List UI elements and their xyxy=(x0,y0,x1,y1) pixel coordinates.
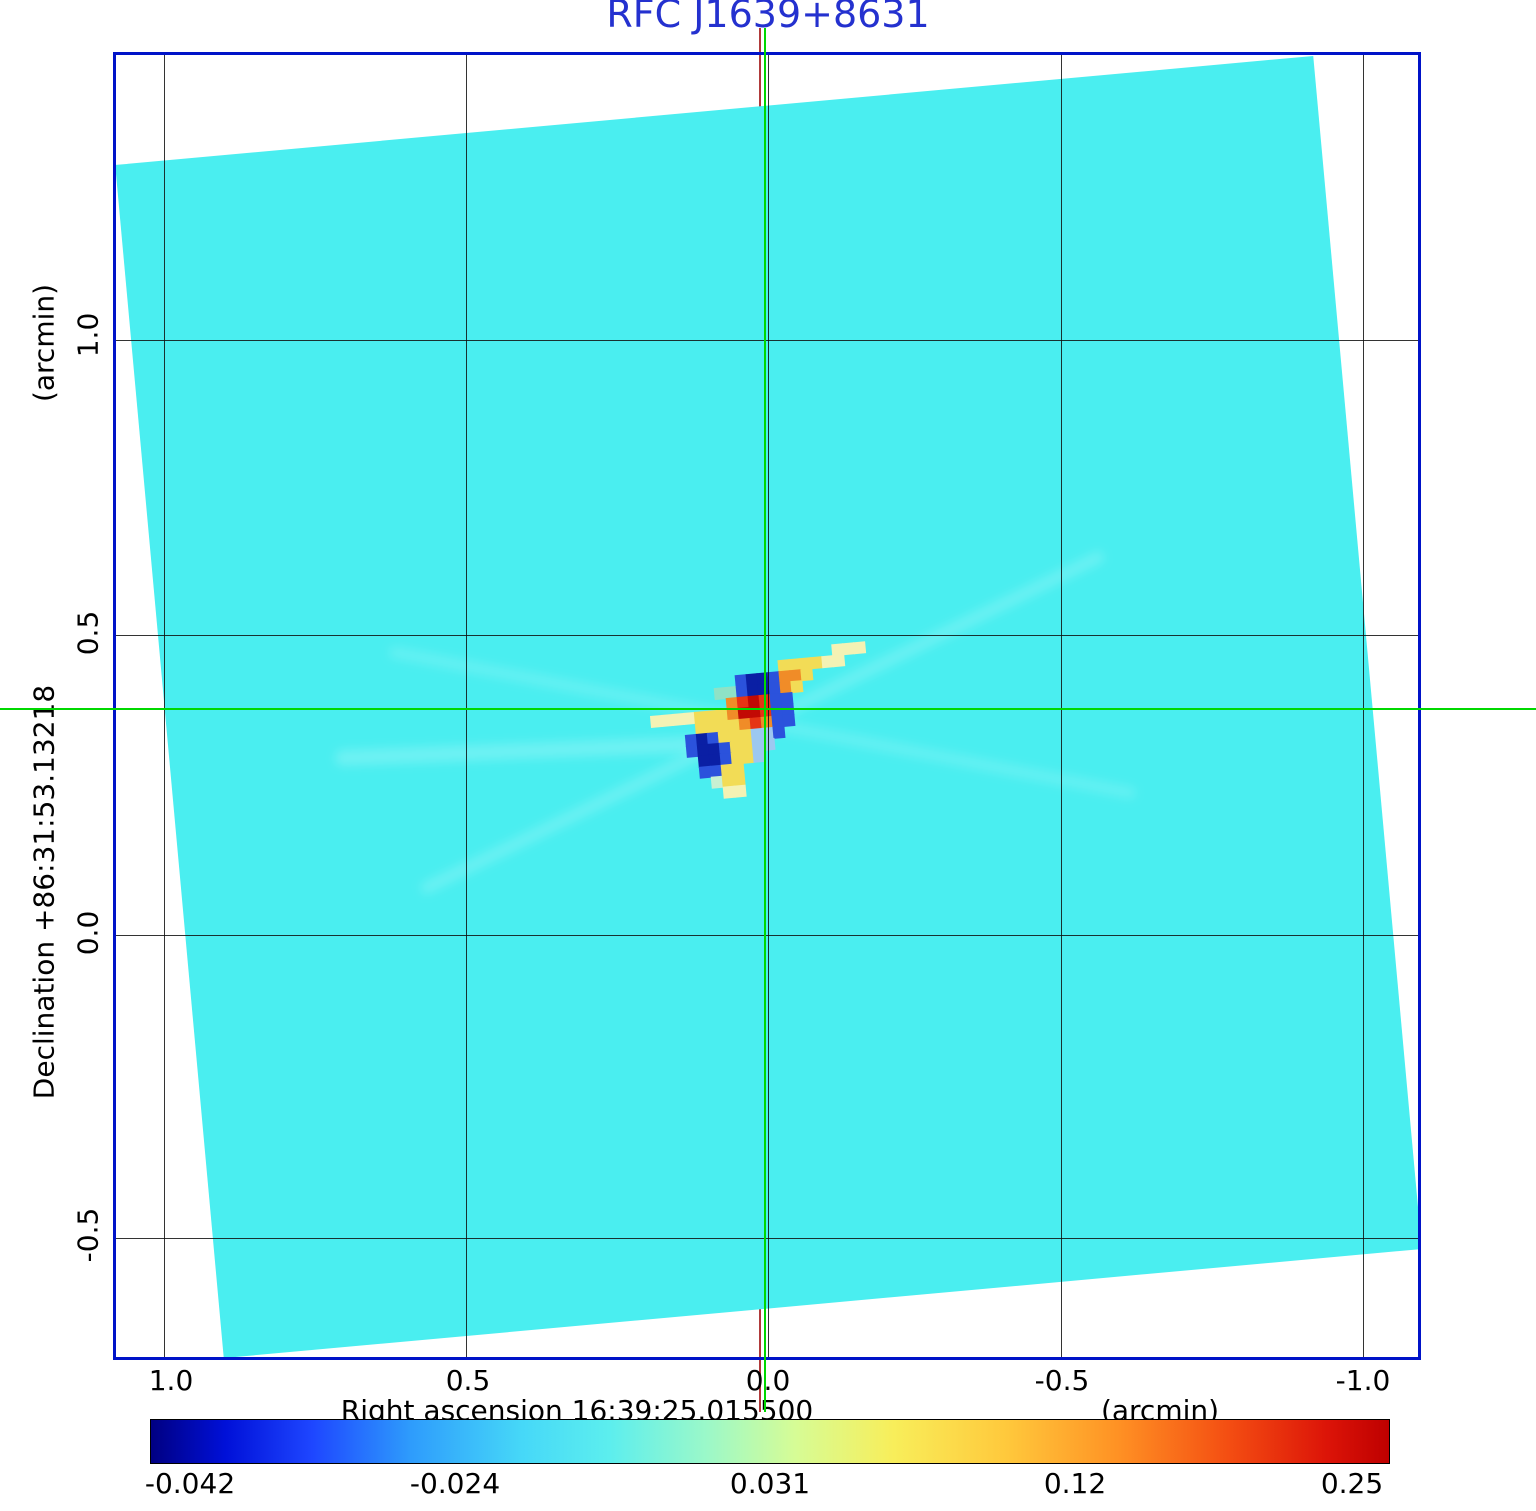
plot-title: RFC J1639+8631 xyxy=(606,0,930,36)
x-tick-label: 1.0 xyxy=(148,1364,194,1397)
y-axis-unit-label: (arcmin) xyxy=(27,283,61,403)
grid-line-horizontal xyxy=(116,935,1418,936)
grid-line-vertical xyxy=(768,55,769,1357)
colorbar-gradient xyxy=(151,1420,1389,1463)
grid-line-vertical xyxy=(466,55,467,1357)
grid-line-horizontal xyxy=(116,1238,1418,1239)
x-tick-label: 0.5 xyxy=(445,1364,491,1397)
colorbar-tick-label: -0.042 xyxy=(144,1467,236,1500)
colorbar-tick-label: 0.031 xyxy=(729,1467,811,1500)
colorbar xyxy=(150,1419,1390,1464)
x-tick-label: -0.5 xyxy=(1034,1364,1090,1397)
colorbar-tick-label: -0.024 xyxy=(409,1467,501,1500)
crosshair-horizontal xyxy=(0,708,1536,710)
grid-line-vertical xyxy=(1363,55,1364,1357)
y-axis-label: Declination +86:31:53.13218 xyxy=(27,684,61,1100)
source-pixels xyxy=(633,629,889,815)
y-tick-label: -0.5 xyxy=(71,1207,105,1263)
y-tick-label: 0.0 xyxy=(71,910,105,956)
y-tick-label: 0.5 xyxy=(71,610,105,656)
x-tick-label: 0.0 xyxy=(745,1364,791,1397)
grid-line-vertical xyxy=(164,55,165,1357)
plot-area xyxy=(113,52,1421,1360)
grid-line-vertical xyxy=(1061,55,1062,1357)
colorbar-tick-label: 0.12 xyxy=(1043,1467,1107,1500)
colorbar-tick-label: 0.25 xyxy=(1320,1467,1384,1500)
x-tick-label: -1.0 xyxy=(1335,1364,1391,1397)
grid-line-horizontal xyxy=(116,340,1418,341)
y-tick-label: 1.0 xyxy=(71,312,105,358)
grid-line-horizontal xyxy=(116,635,1418,636)
crosshair-vertical xyxy=(764,28,766,1412)
